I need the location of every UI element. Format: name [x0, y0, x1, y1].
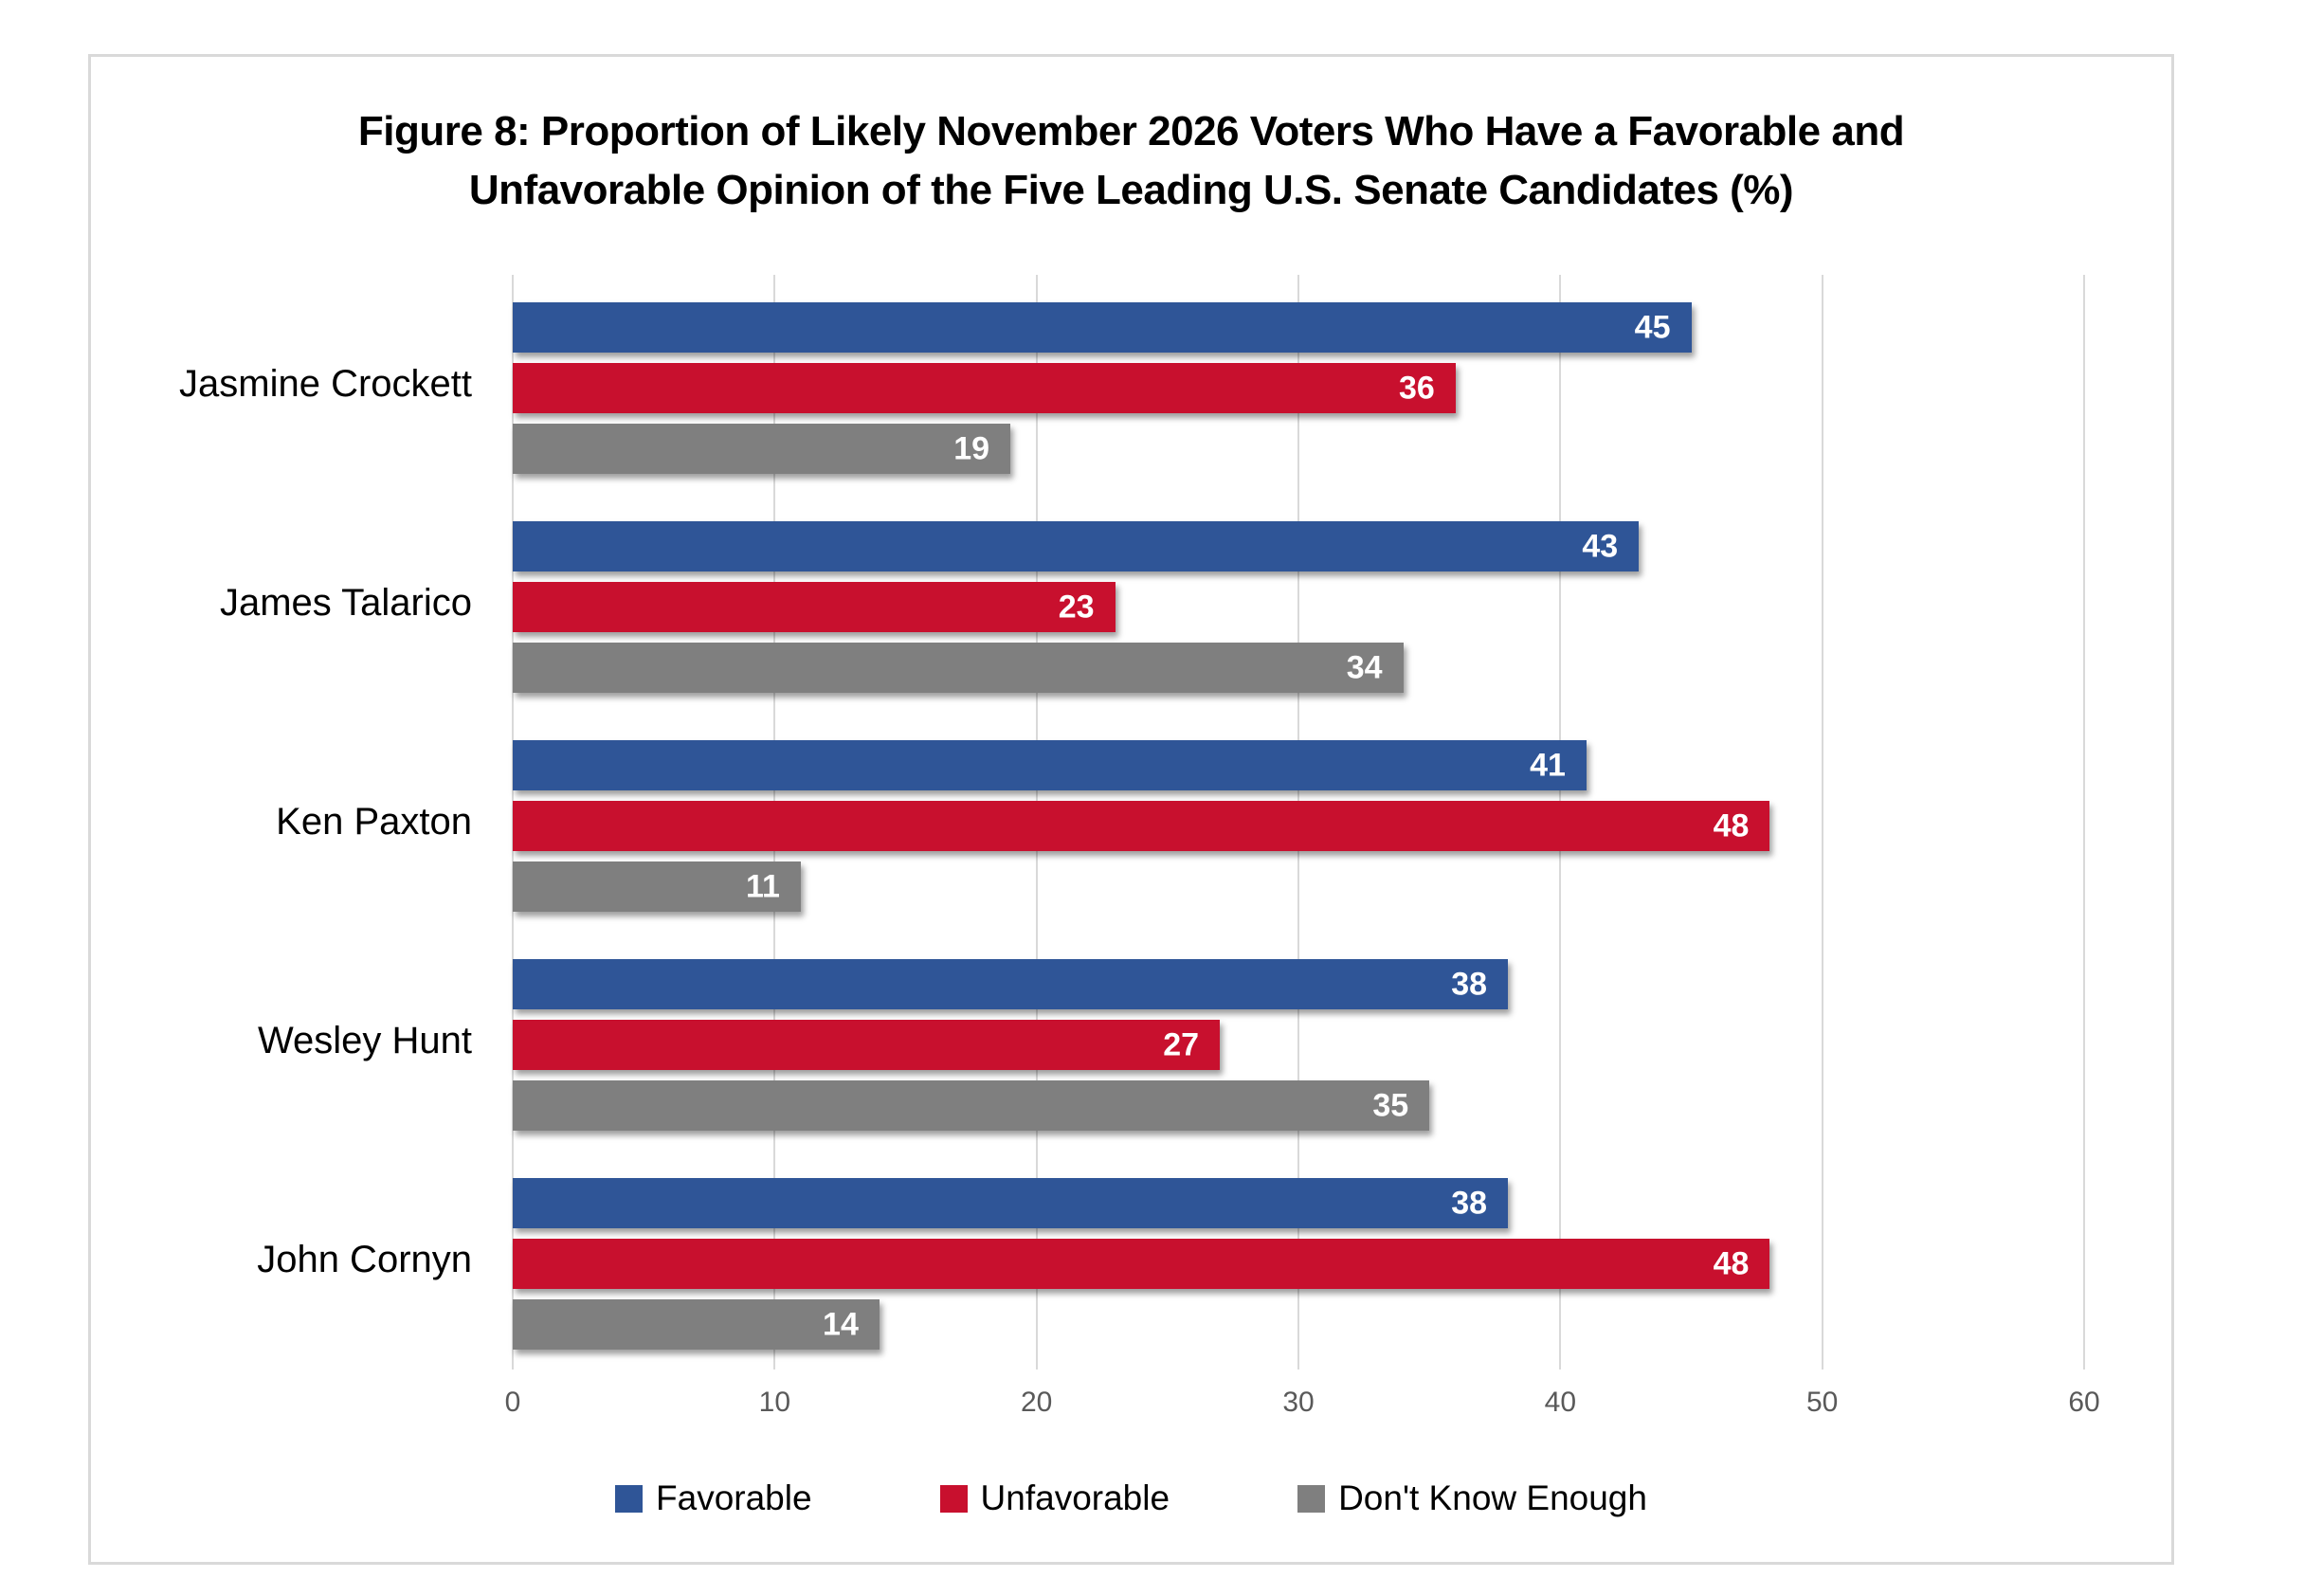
x-axis-tick-label: 0: [504, 1387, 521, 1418]
bar-group-james-talarico: 43 23 34: [513, 494, 2084, 713]
bar-group-wesley-hunt: 38 27 35: [513, 932, 2084, 1151]
x-axis-tick-label: 10: [758, 1387, 791, 1418]
bar-don-t-know-enough: 11: [513, 861, 801, 912]
bar-favorable: 38: [513, 1178, 1509, 1228]
category-label: James Talarico: [219, 582, 472, 624]
bar-don-t-know-enough: 19: [513, 424, 1011, 474]
figure-title-line1: Figure 8: Proportion of Likely November …: [357, 108, 1905, 154]
bar-unfavorable: 48: [513, 1239, 1770, 1289]
legend-label: Favorable: [656, 1478, 812, 1517]
bar-value-label: 41: [1530, 747, 1566, 783]
gridline: [2083, 275, 2085, 1369]
legend-item-don-t-know-enough: Don't Know Enough: [1297, 1478, 1647, 1518]
bar-value-label: 48: [1713, 807, 1750, 843]
legend-label: Don't Know Enough: [1338, 1478, 1647, 1517]
bar-value-label: 45: [1634, 309, 1671, 345]
bar-favorable: 38: [513, 959, 1509, 1009]
bar-value-label: 38: [1451, 1185, 1488, 1221]
bar-value-label: 48: [1713, 1245, 1750, 1281]
plot-area: 45 36 19 43 23 34 41 48 11 38 27 35 38 48 14: [512, 275, 2085, 1369]
figure-title: Figure 8: Proportion of Likely November …: [91, 102, 2171, 220]
bar-value-label: 23: [1058, 589, 1095, 625]
bar-value-label: 19: [953, 430, 990, 466]
legend-swatch-favorable: [615, 1484, 644, 1513]
bar-group-ken-paxton: 41 48 11: [513, 713, 2084, 932]
bar-don-t-know-enough: 34: [513, 643, 1404, 693]
figure-title-line2: Unfavorable Opinion of the Five Leading …: [468, 167, 1794, 213]
bar-don-t-know-enough: 35: [513, 1080, 1430, 1131]
x-axis-tick-label: 50: [1805, 1387, 1839, 1418]
bar-value-label: 43: [1582, 528, 1619, 564]
bar-favorable: 41: [513, 740, 1587, 790]
bar-value-label: 38: [1451, 966, 1488, 1002]
x-axis-tick-label: 40: [1544, 1387, 1577, 1418]
legend-item-favorable: Favorable: [615, 1478, 812, 1518]
bar-unfavorable: 27: [513, 1020, 1221, 1070]
legend-item-unfavorable: Unfavorable: [939, 1478, 1170, 1518]
bar-value-label: 34: [1346, 649, 1383, 685]
legend-label: Unfavorable: [980, 1478, 1170, 1517]
bar-value-label: 35: [1372, 1087, 1409, 1123]
bar-value-label: 36: [1398, 370, 1435, 406]
bar-group-jasmine-crockett: 45 36 19: [513, 275, 2084, 494]
bar-value-label: 11: [746, 868, 780, 904]
legend-swatch-don-t-know-enough: [1297, 1484, 1326, 1513]
bar-value-label: 14: [823, 1306, 859, 1342]
bar-don-t-know-enough: 14: [513, 1299, 880, 1350]
bar-favorable: 43: [513, 521, 1640, 571]
bar-value-label: 27: [1163, 1026, 1200, 1062]
category-label: Jasmine Crockett: [179, 363, 472, 405]
category-label: Wesley Hunt: [257, 1020, 472, 1061]
legend: Favorable Unfavorable Don't Know Enough: [91, 1478, 2171, 1518]
legend-swatch-unfavorable: [939, 1484, 968, 1513]
bar-unfavorable: 36: [513, 363, 1456, 413]
x-axis-tick-label: 20: [1020, 1387, 1053, 1418]
gridline: [1821, 275, 1823, 1369]
category-label: John Cornyn: [257, 1239, 472, 1280]
x-axis-tick-label: 60: [2068, 1387, 2100, 1418]
x-axis-tick-label: 30: [1282, 1387, 1315, 1418]
category-label: Ken Paxton: [276, 801, 472, 843]
chart-card: Figure 8: Proportion of Likely November …: [88, 54, 2174, 1565]
bar-unfavorable: 23: [513, 582, 1116, 632]
bar-unfavorable: 48: [513, 801, 1770, 851]
bar-favorable: 45: [513, 302, 1692, 353]
bar-group-john-cornyn: 38 48 14: [513, 1151, 2084, 1369]
